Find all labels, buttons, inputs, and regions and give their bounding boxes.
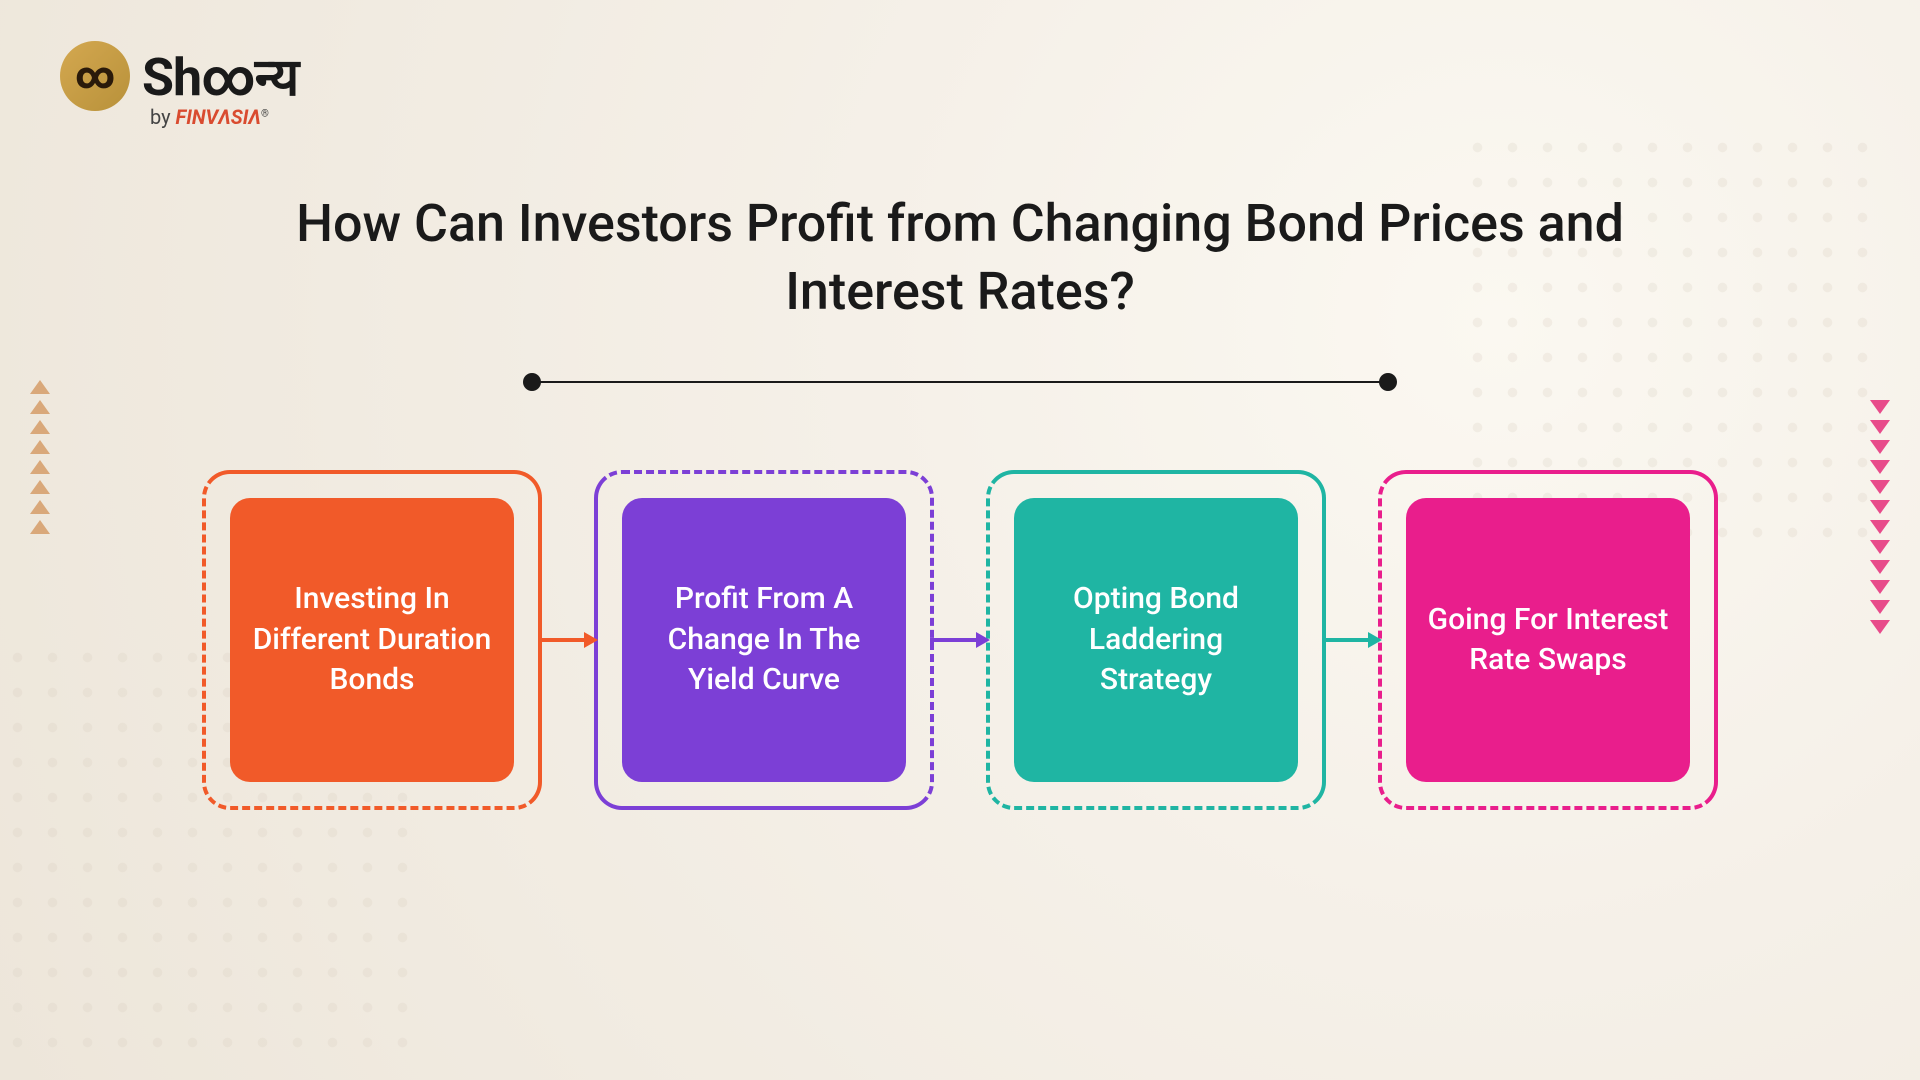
arrow-icon: [538, 628, 598, 652]
arrow-icon: [1322, 628, 1382, 652]
flow-box: Going For Interest Rate Swaps: [1406, 498, 1690, 782]
flow-box: Profit From A Change In The Yield Curve: [622, 498, 906, 782]
page-title: How Can Investors Profit from Changing B…: [260, 190, 1660, 325]
logo-byline: by FINVΛSIΛ®: [150, 105, 269, 129]
flow-item: Opting Bond Laddering Strategy: [986, 470, 1326, 810]
flow-item: Going For Interest Rate Swaps: [1378, 470, 1718, 810]
arrow-icon: [930, 628, 990, 652]
triangles-right: [1870, 400, 1890, 634]
title-underline: [520, 370, 1400, 394]
flow-diagram: Investing In Different Duration Bonds Pr…: [202, 470, 1718, 810]
brand-logo: ∞ Sh∞न्य by FINVΛSIΛ®: [60, 40, 298, 129]
triangles-left: [30, 380, 50, 534]
flow-item: Profit From A Change In The Yield Curve: [594, 470, 934, 810]
flow-box: Investing In Different Duration Bonds: [230, 498, 514, 782]
logo-wordmark: Sh∞न्य: [142, 40, 298, 111]
flow-item: Investing In Different Duration Bonds: [202, 470, 542, 810]
flow-box: Opting Bond Laddering Strategy: [1014, 498, 1298, 782]
infinity-icon: ∞: [60, 41, 130, 111]
